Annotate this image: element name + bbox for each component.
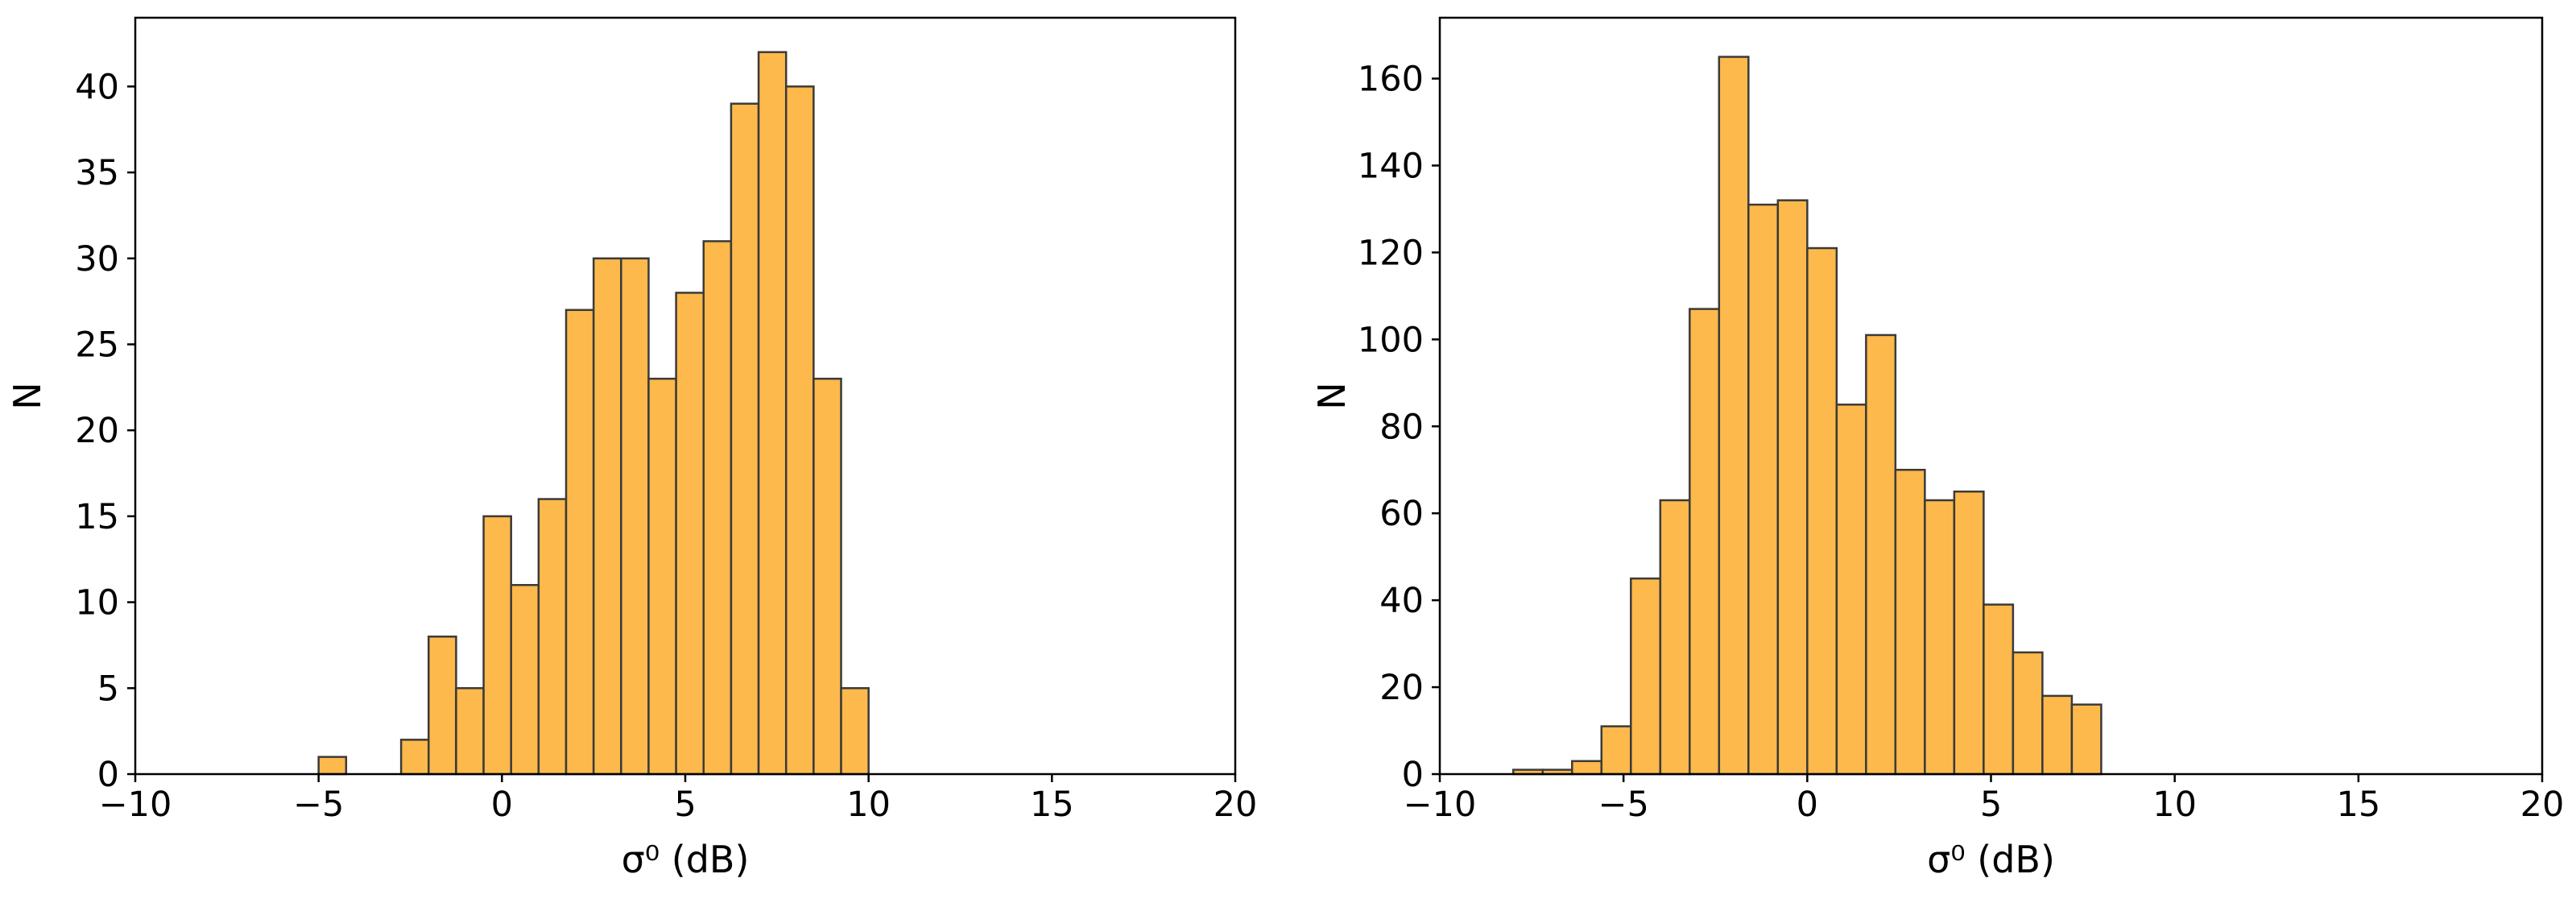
y-tick-label: 20	[1379, 668, 1424, 708]
histogram-bar	[1953, 490, 1985, 776]
histogram-bar	[1835, 404, 1867, 776]
histogram-bar	[1806, 246, 1838, 776]
histogram-bar	[757, 51, 788, 776]
histogram-bar	[2041, 694, 2074, 776]
histogram-bar	[840, 687, 870, 776]
histogram-bar	[1865, 333, 1897, 776]
histogram-bar	[1894, 468, 1926, 776]
histogram-bar	[510, 584, 540, 776]
y-tick-label: 20	[75, 411, 119, 451]
histogram-bar	[2070, 703, 2103, 776]
x-tick-label: −5	[293, 785, 344, 825]
histogram-left: −10 −5 0 5 10 15 20 0 5 10 15 20 25 30 35 40 σ⁰ (dB) N	[6, 16, 1258, 881]
x-tick-label: 10	[2152, 785, 2197, 825]
x-tick-label: 10	[846, 785, 891, 825]
histogram-bar	[455, 687, 485, 776]
histogram-right: −10 −5 0 5 10 15 20 0 20 40 60 80 100 120 140 160 σ⁰ (dB…	[1310, 16, 2565, 881]
histogram-bar	[1600, 725, 1632, 776]
histogram-bar	[647, 377, 677, 776]
histogram-bar	[564, 309, 595, 776]
y-tick-label: 140	[1358, 146, 1424, 186]
x-axis-label: σ⁰ (dB)	[622, 838, 750, 881]
histogram-bar	[537, 498, 568, 776]
y-tick-label: 0	[97, 755, 119, 795]
histogram-bar	[1776, 199, 1809, 776]
histogram-bar	[730, 102, 760, 776]
y-tick-label: 100	[1358, 320, 1424, 360]
histogram-bar	[482, 515, 512, 776]
y-axis-label: N	[6, 382, 49, 409]
histogram-bar	[592, 257, 622, 776]
y-tick-label: 15	[75, 497, 119, 537]
histogram-bar	[1983, 603, 2015, 776]
x-axis-label: σ⁰ (dB)	[1927, 838, 2055, 881]
histogram-bar	[1924, 499, 1956, 776]
y-tick-label: 30	[75, 239, 119, 280]
histogram-bar	[317, 756, 348, 776]
x-tick-label: 15	[1030, 785, 1074, 825]
histogram-bar	[2012, 651, 2044, 776]
histogram-bar	[1747, 203, 1780, 776]
y-tick-label: 80	[1379, 407, 1424, 447]
histogram-bar	[812, 377, 842, 776]
histogram-bar	[1689, 308, 1721, 776]
histogram-bar	[1630, 577, 1662, 776]
x-tick-label: 0	[491, 785, 513, 825]
y-tick-label: 40	[75, 67, 119, 107]
histogram-bar	[1718, 56, 1750, 776]
histogram-bar	[1571, 760, 1603, 776]
x-tick-label: −5	[1598, 785, 1648, 825]
x-tick-label: 5	[1980, 785, 2002, 825]
y-tick-label: 10	[75, 583, 119, 623]
y-tick-label: 0	[1402, 755, 1424, 795]
y-tick-label: 120	[1358, 233, 1424, 273]
histogram-bar	[1659, 499, 1691, 776]
histogram-bar	[784, 85, 815, 776]
x-tick-label: 0	[1797, 785, 1818, 825]
x-tick-label: 15	[2336, 785, 2380, 825]
y-tick-label: 160	[1358, 60, 1424, 100]
y-tick-label: 5	[97, 669, 119, 709]
x-tick-label: −10	[99, 785, 172, 825]
y-tick-label: 40	[1379, 581, 1424, 621]
histogram-bar	[428, 636, 457, 776]
y-tick-label: 35	[75, 153, 119, 193]
y-tick-label: 60	[1379, 494, 1424, 534]
x-tick-label: 20	[1214, 785, 1258, 825]
x-tick-label: −10	[1404, 785, 1477, 825]
x-tick-label: 5	[674, 785, 696, 825]
histogram-bar	[702, 240, 733, 776]
histogram-bar	[675, 292, 705, 776]
histogram-bar	[399, 739, 430, 776]
y-axis-label: N	[1310, 382, 1354, 409]
x-tick-label: 20	[2520, 785, 2565, 825]
histogram-bar	[620, 257, 650, 776]
y-tick-label: 25	[75, 325, 119, 365]
